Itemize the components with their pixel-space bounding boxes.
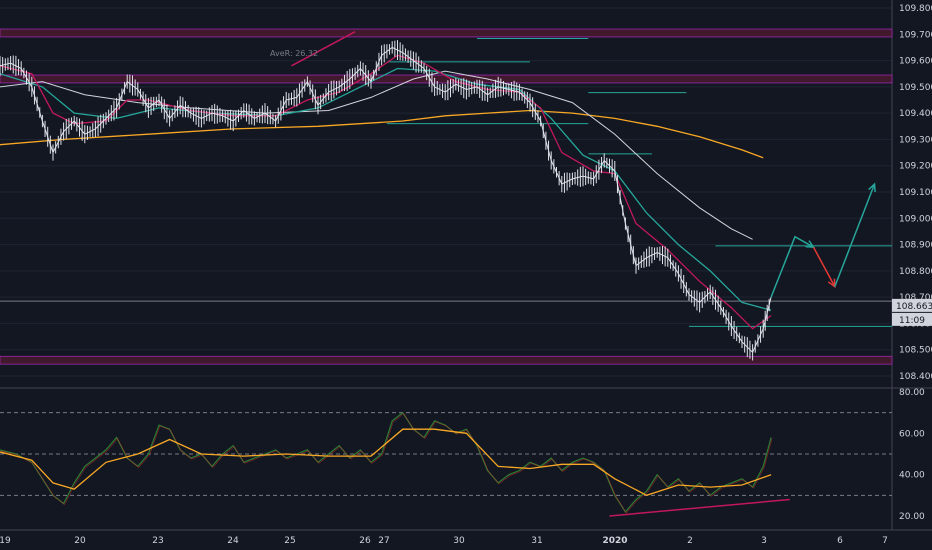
rsi-shadow-line bbox=[0, 413, 773, 514]
price-tick-label: 108.900 bbox=[899, 241, 932, 251]
annotation-label: AveR: 26.32 bbox=[270, 49, 318, 58]
price-tick-label: 108.800 bbox=[899, 267, 932, 277]
projection-down-arrow bbox=[812, 246, 836, 287]
time-tick-label: 2020 bbox=[602, 536, 627, 546]
ema-mid-line bbox=[0, 67, 772, 311]
time-tick-label: 26 bbox=[359, 536, 371, 546]
rsi-tick-label: 80.00 bbox=[899, 388, 925, 398]
time-tick-label: 24 bbox=[227, 536, 239, 546]
projection-arrows bbox=[291, 30, 876, 298]
sma-200-line bbox=[0, 109, 764, 159]
price-series bbox=[0, 40, 772, 361]
price-tick-label: 109.700 bbox=[899, 30, 932, 40]
horizontal-lines bbox=[0, 37, 892, 327]
countdown-badge-bg bbox=[892, 312, 932, 326]
time-tick-label: 25 bbox=[284, 536, 295, 546]
rsi-tick-label: 60.00 bbox=[899, 429, 925, 439]
projection-up2-arrow bbox=[834, 183, 876, 287]
time-tick-label: 31 bbox=[531, 536, 542, 546]
price-tick-label: 108.500 bbox=[899, 346, 932, 356]
price-tick-label: 109.400 bbox=[899, 109, 932, 119]
rsi-series bbox=[0, 411, 790, 517]
sma-long-line bbox=[0, 70, 753, 240]
rsi-axis[interactable]: 80.00 60.00 40.00 20.00 bbox=[899, 388, 925, 522]
rsi-divergence-line bbox=[609, 498, 790, 517]
time-tick-label: 19 bbox=[0, 536, 11, 546]
price-line bbox=[0, 46, 772, 354]
rsi-signal-line bbox=[0, 428, 772, 497]
countdown-label: 11:09 bbox=[899, 316, 925, 326]
last-price-label: 108.663 bbox=[896, 302, 932, 312]
projection-down-arrow-head bbox=[827, 278, 836, 289]
resistance-zone bbox=[0, 355, 893, 365]
time-tick-label: 7 bbox=[882, 536, 888, 546]
price-grid bbox=[0, 0, 932, 531]
price-tick-label: 108.700 bbox=[899, 293, 932, 303]
time-tick-label: 6 bbox=[837, 536, 843, 546]
price-tick-label: 109.200 bbox=[899, 162, 932, 172]
price-tick-label: 109.100 bbox=[899, 188, 932, 198]
projection-up2-arrow-head bbox=[868, 182, 876, 193]
time-tick-label: 3 bbox=[761, 536, 767, 546]
top-divergence-line bbox=[291, 30, 356, 67]
price-pane[interactable]: AveR: 26.32 bbox=[0, 0, 932, 531]
time-tick-label: 30 bbox=[453, 536, 465, 546]
price-tick-label: 108.400 bbox=[899, 372, 932, 382]
rsi-tick-label: 40.00 bbox=[899, 471, 925, 481]
price-tick-label: 109.800 bbox=[899, 4, 932, 14]
time-tick-label: 23 bbox=[152, 536, 163, 546]
rsi-pane[interactable] bbox=[0, 411, 892, 517]
time-tick-label: 2 bbox=[687, 536, 693, 546]
price-tick-label: 109.600 bbox=[899, 57, 932, 67]
rsi-tick-label: 20.00 bbox=[899, 512, 925, 522]
rsi-line bbox=[0, 411, 772, 513]
price-tick-label: 109.000 bbox=[899, 214, 932, 224]
horizontal-zones bbox=[0, 28, 893, 365]
last-price-badge-bg bbox=[892, 298, 932, 312]
time-axis[interactable]: 19 20 23 24 25 26 27 30 31 2020 2 3 6 7 bbox=[0, 536, 888, 546]
last-price-badge: 108.663 11:09 bbox=[892, 298, 932, 326]
price-tick-label: 109.300 bbox=[899, 135, 932, 145]
projection-up-arrow bbox=[770, 235, 814, 298]
time-tick-label: 27 bbox=[378, 536, 389, 546]
price-tick-label: 109.500 bbox=[899, 83, 932, 93]
time-tick-label: 20 bbox=[74, 536, 86, 546]
resistance-zone bbox=[0, 28, 893, 38]
